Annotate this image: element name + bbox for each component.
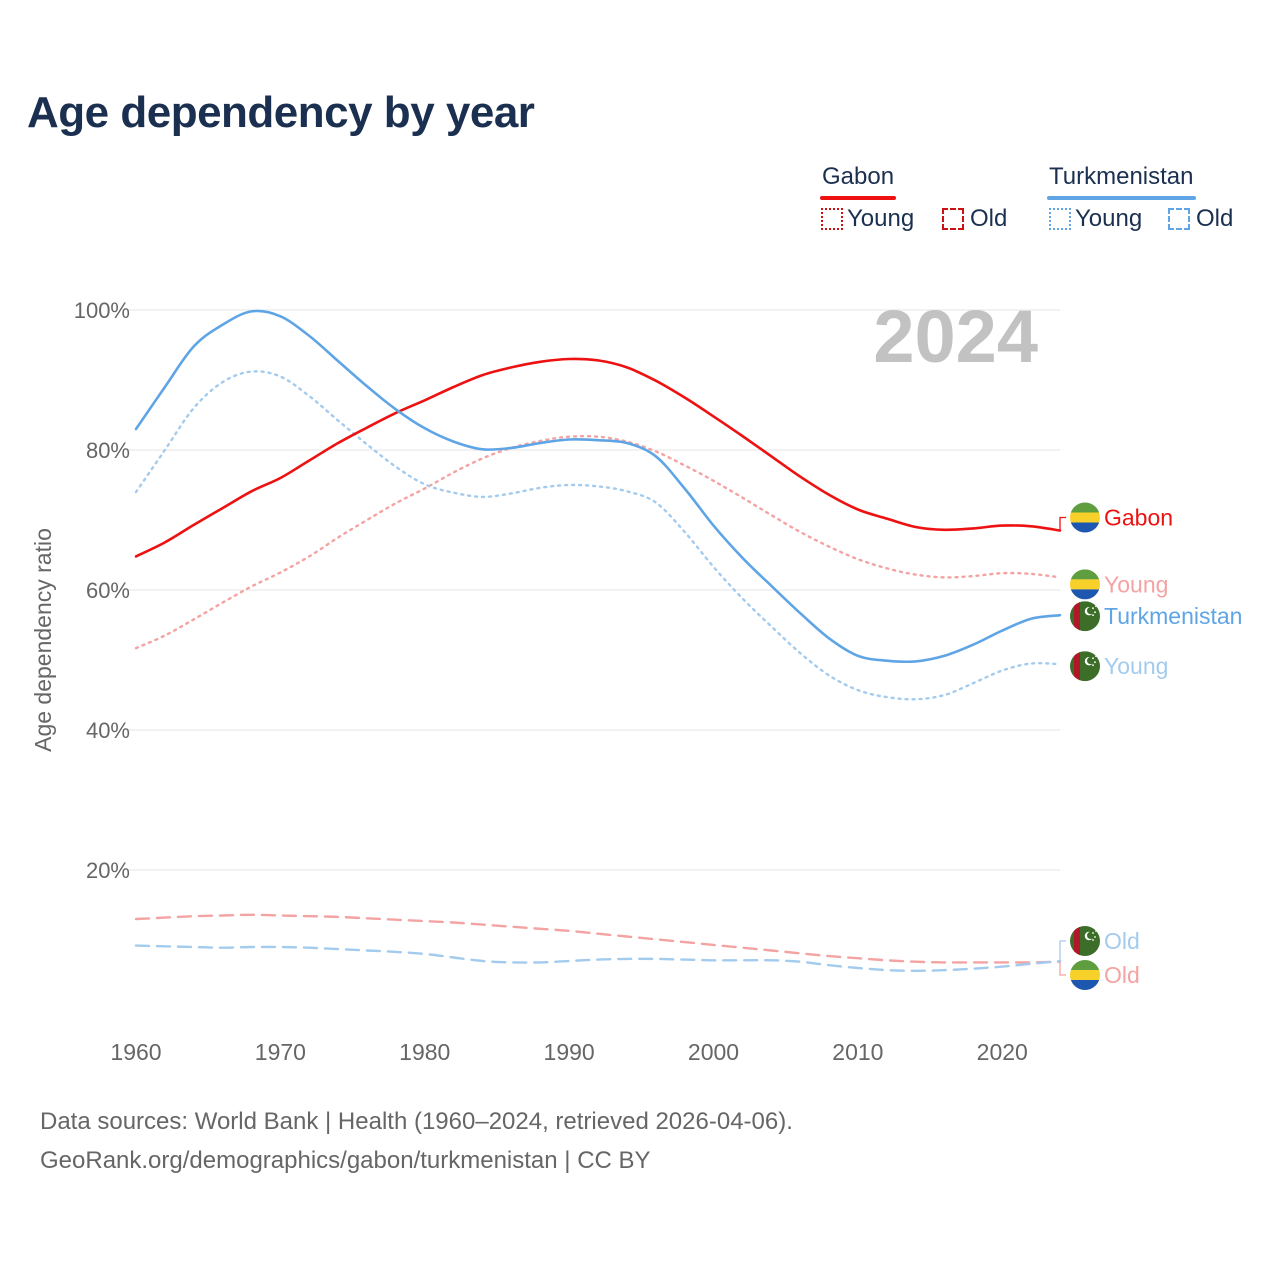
legend-gabon[interactable]: Gabon — [820, 163, 897, 200]
x-tick-label: 1980 — [399, 1039, 450, 1065]
end-label-gabon-young: Young — [1104, 571, 1168, 597]
series-line-gabon-young[interactable] — [134, 434, 1062, 650]
series — [134, 309, 1062, 972]
x-tick-label: 2010 — [832, 1039, 883, 1065]
legend-turkmenistan-young[interactable]: Young — [1049, 205, 1142, 233]
x-tick-label: 1970 — [255, 1039, 306, 1065]
gabon-flag-icon — [1070, 569, 1100, 600]
y-tick-label: 40% — [86, 718, 130, 743]
legend-turkmenistan-underline — [1047, 196, 1196, 200]
label-connector — [1059, 961, 1066, 976]
turkmenistan-flag-icon — [1070, 926, 1100, 956]
legend-gabon-old-swatch — [942, 208, 964, 230]
gabon-flag-icon — [1070, 502, 1100, 533]
year-watermark: 2024 — [873, 295, 1038, 378]
grid-lines — [128, 309, 1060, 871]
legend-gabon-label: Gabon — [822, 163, 895, 190]
end-label-gabon-old: Old — [1104, 962, 1140, 988]
legend-gabon-young-swatch — [821, 208, 843, 230]
y-tick-label: 100% — [74, 298, 130, 323]
legend-turkmenistan-old-label: Old — [1196, 205, 1234, 232]
end-label-turkmenistan-young: Young — [1104, 653, 1168, 679]
end-labels: Gabon Young Turkmenistan Young Old Old — [1059, 502, 1242, 990]
gabon-flag-icon — [1070, 960, 1100, 990]
series-line-gabon[interactable] — [134, 357, 1062, 558]
chart-title: Age dependency by year — [27, 88, 535, 137]
legend-gabon-old-label: Old — [970, 205, 1008, 232]
legend-turkmenistan-label: Turkmenistan — [1049, 163, 1194, 190]
turkmenistan-flag-icon — [1070, 651, 1100, 682]
x-tick-label: 2000 — [688, 1039, 739, 1065]
legend-gabon-young[interactable]: Young — [821, 205, 914, 233]
label-connector — [1059, 516, 1066, 531]
turkmenistan-flag-icon — [1070, 601, 1100, 632]
x-tick-label: 1960 — [110, 1039, 161, 1065]
label-connector — [1059, 940, 1066, 961]
legend-turkmenistan[interactable]: Turkmenistan — [1047, 163, 1196, 200]
legend-turkmenistan-young-label: Young — [1075, 205, 1143, 232]
axes: 20% 40% 60% 80% 100% 1960 1970 1980 1990 2000 2010… — [30, 298, 1028, 1065]
end-label-turkmenistan: Turkmenistan — [1104, 603, 1242, 629]
series-line-turkmenistan-old[interactable] — [134, 944, 1062, 972]
y-tick-label: 80% — [86, 438, 130, 463]
x-tick-label: 2020 — [977, 1039, 1028, 1065]
y-axis-label: Age dependency ratio — [30, 528, 56, 752]
legend-gabon-underline — [820, 196, 897, 200]
license-line[interactable]: GeoRank.org/demographics/gabon/turkmenis… — [40, 1147, 651, 1174]
y-tick-label: 20% — [86, 858, 130, 883]
series-line-turkmenistan[interactable] — [134, 309, 1062, 664]
legend-turkmenistan-old-swatch — [1168, 208, 1190, 230]
x-tick-label: 1990 — [544, 1039, 595, 1065]
source-line: Data sources: World Bank | Health (1960–… — [40, 1108, 793, 1135]
series-line-turkmenistan-young[interactable] — [134, 370, 1062, 701]
legend-turkmenistan-old[interactable]: Old — [1168, 205, 1233, 233]
series-line-gabon-old[interactable] — [134, 913, 1062, 964]
legend-gabon-young-label: Young — [847, 205, 915, 232]
y-tick-label: 60% — [86, 578, 130, 603]
legend-gabon-old[interactable]: Old — [942, 205, 1007, 233]
end-label-turkmenistan-old: Old — [1104, 928, 1140, 954]
legend-turkmenistan-young-swatch — [1049, 208, 1071, 230]
end-label-gabon: Gabon — [1104, 505, 1173, 531]
